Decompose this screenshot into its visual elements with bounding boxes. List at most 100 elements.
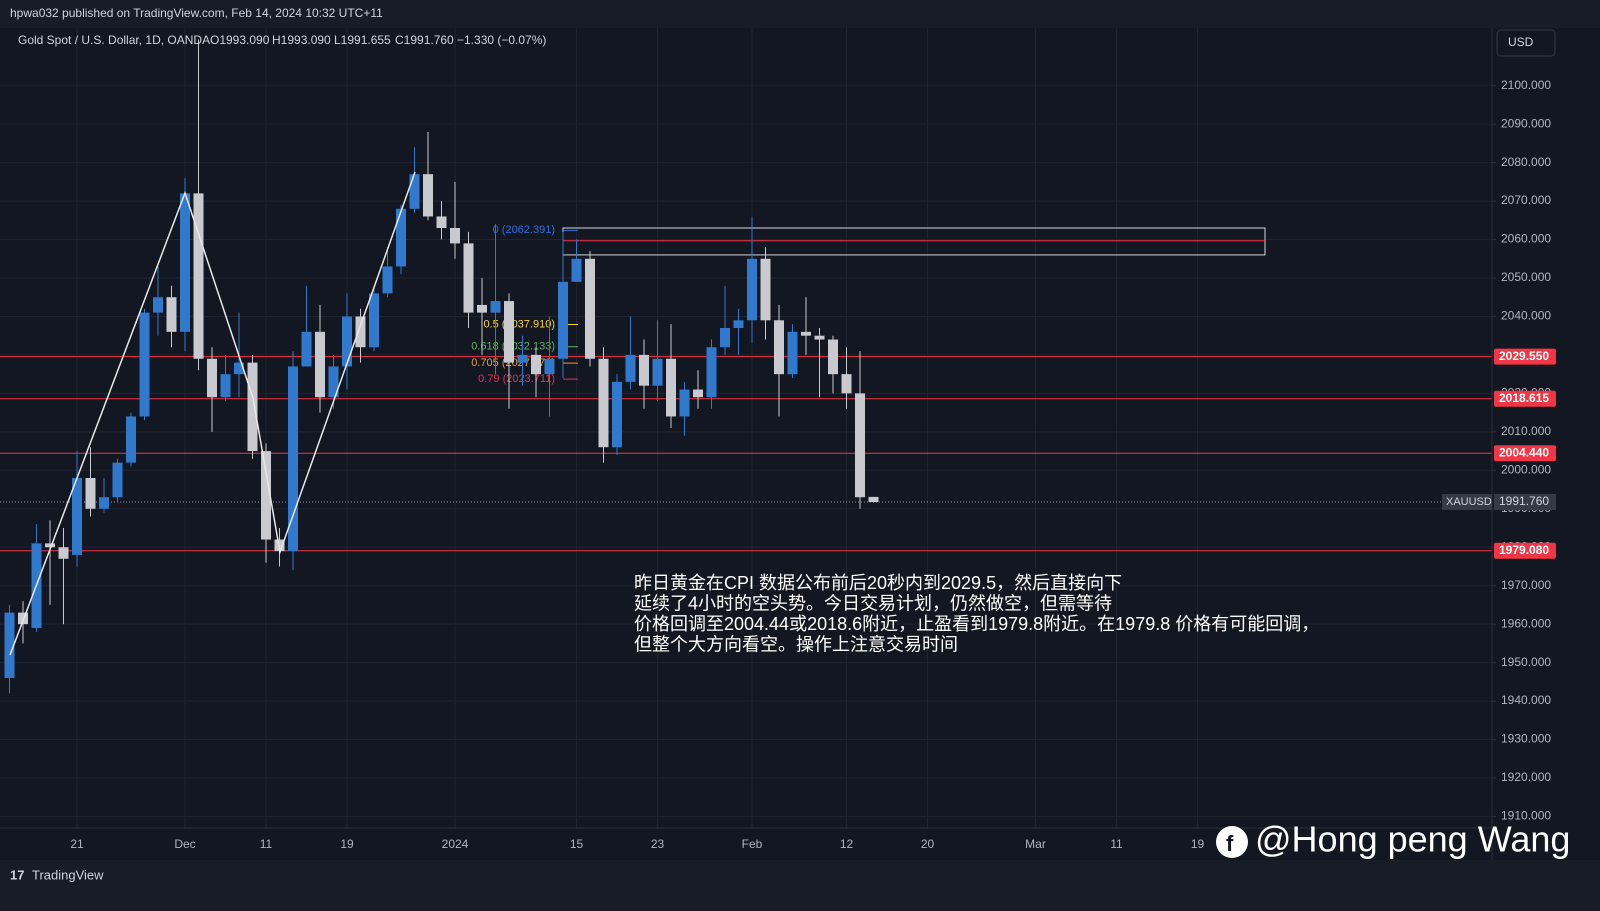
y-tick-label: 2000.000 bbox=[1501, 462, 1551, 476]
candle-body bbox=[531, 354, 541, 375]
fib-label: 0.79 (2023.711) bbox=[478, 373, 555, 385]
footer-bar bbox=[0, 860, 1600, 911]
top-bar bbox=[0, 0, 1600, 28]
x-tick-label: 23 bbox=[651, 837, 665, 851]
footer-brand: TradingView bbox=[32, 867, 104, 882]
last-price-label: 1991.760 bbox=[1499, 494, 1549, 508]
plot-area: 1910.000 1920.000 1930.000 1940.000 1950.000… bbox=[0, 28, 1551, 851]
logo-mark: 17 bbox=[10, 867, 24, 882]
candle-body bbox=[423, 174, 433, 217]
candle-body bbox=[801, 331, 811, 336]
candle-body bbox=[247, 362, 258, 452]
candle-body bbox=[463, 243, 474, 313]
candle-body bbox=[288, 366, 298, 552]
annotation-line: 延续了4小时的空头势。今日交易计划，仍然做空，但需等待 bbox=[634, 593, 1112, 613]
price-tag bbox=[1494, 445, 1556, 462]
ohlc-change: −1.330 (−0.07%) bbox=[457, 33, 546, 47]
candle-body bbox=[450, 228, 460, 244]
header-legend: Gold Spot / U.S. Dollar, 1D, OANDA O1993… bbox=[18, 33, 546, 47]
candle-body bbox=[72, 478, 82, 555]
candle-body bbox=[4, 612, 15, 678]
candle-body bbox=[112, 462, 123, 498]
candle-body bbox=[787, 331, 798, 375]
y-tick-label: 2010.000 bbox=[1501, 424, 1551, 438]
annotation-line: 昨日黄金在CPI 数据公布前后20秒内到2029.5，然后直接向下 bbox=[634, 573, 1122, 593]
candle-body bbox=[409, 174, 420, 209]
candle-body bbox=[706, 347, 717, 398]
y-tick-label: 2070.000 bbox=[1501, 193, 1551, 207]
candle-body bbox=[639, 354, 649, 386]
candle-body bbox=[760, 258, 771, 321]
candle-body bbox=[45, 543, 55, 548]
candle-body bbox=[612, 381, 622, 448]
facebook-glyph: f bbox=[1226, 831, 1234, 856]
candle-body bbox=[220, 374, 231, 398]
x-tick-label: Dec bbox=[174, 837, 195, 851]
candle-body bbox=[598, 358, 609, 448]
candle-body bbox=[814, 335, 825, 340]
y-tick-label: 1920.000 bbox=[1501, 770, 1551, 784]
candle-body bbox=[396, 208, 406, 267]
ohlc-open: O1993.090 bbox=[210, 33, 270, 47]
candle-body bbox=[180, 193, 190, 332]
x-tick-label: 19 bbox=[1191, 837, 1205, 851]
x-tick-label: Mar bbox=[1025, 837, 1046, 851]
candle-body bbox=[693, 389, 703, 398]
candle-body bbox=[193, 193, 204, 359]
price-tag bbox=[1494, 542, 1556, 559]
candle-body bbox=[166, 297, 177, 332]
x-tick-label: 11 bbox=[1110, 837, 1123, 851]
candle-body bbox=[517, 354, 528, 363]
candle-body bbox=[585, 258, 595, 359]
candle-body bbox=[355, 316, 366, 348]
x-tick-label: 2024 bbox=[442, 837, 469, 851]
candle-body bbox=[571, 258, 582, 282]
candle-body bbox=[139, 312, 150, 417]
x-tick-label: Feb bbox=[742, 837, 763, 851]
candle-body bbox=[234, 362, 244, 375]
y-tick-label: 2090.000 bbox=[1501, 116, 1551, 130]
x-tick-label: 20 bbox=[921, 837, 935, 851]
y-tick-label: 2040.000 bbox=[1501, 309, 1551, 323]
price-tag-label: 1979.080 bbox=[1499, 543, 1549, 557]
ohlc-close: C1991.760 bbox=[395, 33, 454, 47]
candle-body bbox=[841, 374, 852, 394]
x-tick-label: 11 bbox=[260, 837, 273, 851]
annotation-line: 但整个大方向看空。操作上注意交易时间 bbox=[634, 634, 958, 654]
y-tick-label: 1970.000 bbox=[1501, 578, 1551, 592]
candle-body bbox=[720, 328, 730, 348]
candle-body bbox=[490, 301, 501, 313]
y-tick-label: 1910.000 bbox=[1501, 809, 1551, 823]
x-tick-label: 19 bbox=[340, 837, 354, 851]
price-tag bbox=[1494, 348, 1556, 365]
candle-body bbox=[99, 497, 109, 509]
y-tick-label: 1940.000 bbox=[1501, 693, 1551, 707]
candle-body bbox=[747, 258, 757, 321]
candle-body bbox=[679, 389, 690, 417]
y-tick-label: 2050.000 bbox=[1501, 270, 1551, 284]
ohlc-high: H1993.090 bbox=[272, 33, 331, 47]
price-tag-label: 2018.615 bbox=[1499, 391, 1549, 405]
candle-body bbox=[436, 216, 447, 228]
candle-body bbox=[85, 478, 96, 509]
zigzag-pattern bbox=[9, 171, 416, 656]
publisher: hpwa032 published on TradingView.com, Fe… bbox=[10, 6, 383, 20]
price-tag-label: 2004.440 bbox=[1499, 445, 1549, 459]
fib-label: 0.5 (2037.910) bbox=[483, 318, 555, 330]
candle-body bbox=[301, 331, 312, 367]
annotation: 昨日黄金在CPI 数据公布前后20秒内到2029.5，然后直接向下延续了4小时的… bbox=[634, 573, 1319, 655]
facebook-icon bbox=[1216, 826, 1248, 858]
candle-body bbox=[666, 358, 676, 417]
symbol-tag-label: XAUUSD bbox=[1446, 496, 1492, 508]
candle-body bbox=[153, 297, 163, 313]
symbol-tag bbox=[1442, 494, 1492, 510]
currency[interactable]: USD bbox=[1508, 35, 1534, 49]
y-tick-label: 1950.000 bbox=[1501, 655, 1551, 669]
candle-body bbox=[342, 316, 352, 367]
candle-body bbox=[544, 358, 555, 375]
x-tick-label: 12 bbox=[840, 837, 854, 851]
candle-body bbox=[477, 304, 487, 313]
currency-button[interactable] bbox=[1496, 29, 1556, 57]
candle-body bbox=[369, 293, 379, 348]
